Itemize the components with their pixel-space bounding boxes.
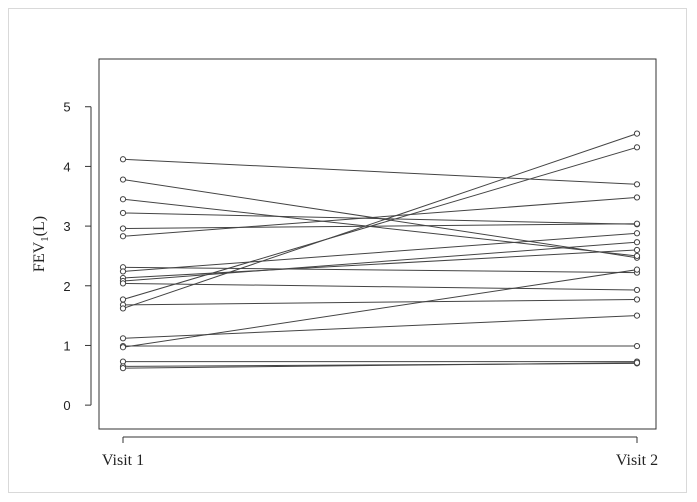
data-point <box>119 176 127 183</box>
data-point <box>119 296 127 303</box>
series-line-11 <box>122 282 638 291</box>
series-line-7 <box>122 266 638 274</box>
data-point <box>119 209 127 217</box>
data-point <box>633 220 641 227</box>
data-point <box>119 225 127 232</box>
data-point <box>633 194 641 201</box>
series-points <box>119 130 641 372</box>
data-point <box>119 280 127 287</box>
data-point <box>633 312 641 319</box>
y-axis-label: FEV1(L) <box>31 216 51 272</box>
data-point <box>119 233 127 240</box>
data-point <box>119 305 127 312</box>
series-line-8 <box>122 232 638 272</box>
series-line-4 <box>122 212 638 225</box>
data-point <box>633 181 641 188</box>
y-tick-label: 3 <box>63 219 70 234</box>
series-lines <box>122 133 638 369</box>
data-point <box>633 246 641 254</box>
data-point <box>119 335 127 342</box>
series-line-14 <box>122 133 638 309</box>
x-axis: Visit 1 Visit 2 <box>102 436 658 469</box>
y-tick-label: 5 <box>63 100 70 115</box>
series-line-10 <box>122 241 638 282</box>
data-point <box>633 359 641 366</box>
data-point <box>633 342 641 350</box>
x-category-label: Visit 2 <box>616 452 658 469</box>
series-line-13 <box>122 299 638 306</box>
chart-frame <box>8 8 687 493</box>
series-line-1 <box>122 158 638 185</box>
y-tick-label: 2 <box>63 279 70 294</box>
data-point <box>119 268 127 275</box>
y-tick-label: 4 <box>63 159 70 174</box>
x-category-label: Visit 1 <box>102 452 144 469</box>
data-point <box>633 239 641 246</box>
series-line-3 <box>122 198 638 257</box>
data-point <box>633 286 641 294</box>
series-line-15 <box>122 315 638 339</box>
data-point <box>633 252 641 260</box>
series-line-17 <box>122 269 638 348</box>
data-point <box>633 130 641 137</box>
series-line-9 <box>122 249 638 279</box>
data-point <box>119 344 127 351</box>
series-line-20 <box>122 362 638 369</box>
data-point <box>633 230 641 237</box>
data-point <box>119 156 127 163</box>
data-point <box>633 144 641 151</box>
y-axis: 0 1 2 3 4 5 <box>63 100 92 413</box>
y-tick-label: 0 <box>63 398 70 413</box>
data-point <box>119 196 127 203</box>
data-point <box>119 365 127 372</box>
y-tick-label: 1 <box>63 338 70 353</box>
series-line-12 <box>122 146 638 300</box>
plot-area-box <box>98 58 657 430</box>
data-point <box>633 266 641 273</box>
series-line-6 <box>122 196 638 237</box>
data-point <box>633 296 641 303</box>
series-line-5 <box>122 223 638 229</box>
